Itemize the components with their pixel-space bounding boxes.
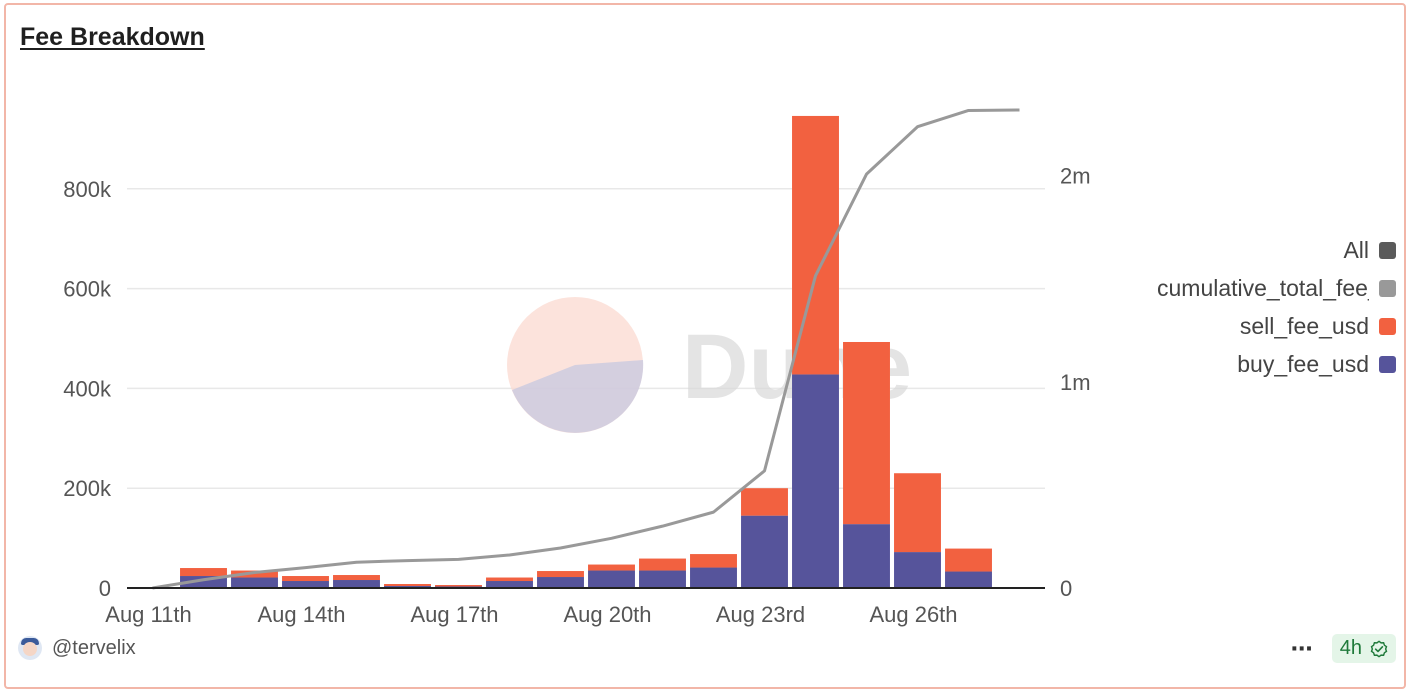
bar-buy-aug-18th[interactable] bbox=[486, 581, 533, 588]
bar-sell-aug-27th[interactable] bbox=[945, 548, 992, 572]
x-tick-aug-11th: Aug 11th bbox=[105, 602, 191, 627]
bar-buy-aug-13th[interactable] bbox=[231, 577, 278, 588]
bar-sell-aug-19th[interactable] bbox=[537, 571, 584, 578]
refresh-age: 4h bbox=[1339, 637, 1362, 659]
y-left-tick-400k: 400k bbox=[63, 376, 112, 401]
bar-buy-aug-14th[interactable] bbox=[282, 581, 329, 588]
x-tick-aug-14th: Aug 14th bbox=[257, 602, 345, 627]
bar-buy-aug-21st[interactable] bbox=[639, 570, 686, 588]
legend-label: buy_fee_usd bbox=[1237, 350, 1369, 377]
bar-buy-aug-19th[interactable] bbox=[537, 577, 584, 588]
bar-sell-aug-12th[interactable] bbox=[180, 568, 227, 577]
bar-sell-aug-23rd[interactable] bbox=[741, 488, 788, 516]
bar-sell-aug-14th[interactable] bbox=[282, 576, 329, 582]
axes-layer: 0 200k 400k 600k 800k 0 1m 2m Aug 11th Aug 14th Au… bbox=[63, 164, 1090, 627]
legend-item-sell-fee-usd[interactable]: sell_fee_usd bbox=[1157, 307, 1396, 345]
legend-swatch bbox=[1379, 355, 1396, 373]
legend-swatch bbox=[1379, 241, 1396, 259]
legend-item-buy-fee-usd[interactable]: buy_fee_usd bbox=[1157, 345, 1396, 383]
legend-swatch bbox=[1379, 317, 1396, 335]
author-info[interactable]: @tervelix bbox=[18, 636, 136, 660]
bar-buy-aug-24th[interactable] bbox=[792, 374, 839, 588]
bar-sell-aug-16th[interactable] bbox=[384, 584, 431, 587]
x-tick-aug-26th: Aug 26th bbox=[869, 602, 957, 627]
y-left-tick-200k: 200k bbox=[63, 476, 112, 501]
check-badge-icon bbox=[1370, 639, 1388, 658]
bars-layer bbox=[180, 115, 1043, 588]
bar-sell-aug-15th[interactable] bbox=[333, 575, 380, 581]
legend-item-cumulative-total-fee-usd[interactable]: cumulative_total_fee_usd bbox=[1157, 269, 1396, 307]
bar-sell-aug-18th[interactable] bbox=[486, 577, 533, 582]
more-options-icon[interactable]: ⋯ bbox=[1290, 635, 1314, 661]
legend-label: All bbox=[1343, 236, 1369, 263]
bar-buy-aug-20th[interactable] bbox=[588, 570, 635, 588]
avatar[interactable] bbox=[18, 636, 42, 660]
refresh-badge[interactable]: 4h bbox=[1331, 634, 1396, 663]
line-cumulative-total-fee-usd bbox=[152, 108, 1020, 590]
bar-sell-aug-20th[interactable] bbox=[588, 564, 635, 571]
bar-buy-aug-26th[interactable] bbox=[894, 552, 941, 588]
y-right-tick-1m: 1m bbox=[1060, 370, 1091, 395]
bar-buy-aug-27th[interactable] bbox=[945, 571, 992, 588]
bar-buy-aug-22nd[interactable] bbox=[690, 567, 737, 588]
legend: All cumulative_total_fee_usd sell_fee_usdb… bbox=[1157, 231, 1396, 383]
bar-buy-aug-15th[interactable] bbox=[333, 580, 380, 588]
legend-label: cumulative_total_fee_usd bbox=[1157, 274, 1369, 301]
legend-label: sell_fee_usd bbox=[1239, 312, 1369, 339]
bar-sell-aug-22nd[interactable] bbox=[690, 554, 737, 568]
bar-sell-aug-17th[interactable] bbox=[435, 585, 482, 587]
legend-item-all[interactable]: All bbox=[1157, 231, 1396, 269]
y-left-tick-0: 0 bbox=[99, 576, 111, 601]
x-tick-aug-17th: Aug 17th bbox=[410, 602, 498, 627]
legend-swatch bbox=[1379, 279, 1396, 297]
y-right-tick-0: 0 bbox=[1060, 576, 1072, 601]
y-right-tick-2m: 2m bbox=[1060, 164, 1091, 189]
bar-buy-aug-12th[interactable] bbox=[180, 576, 227, 588]
bar-sell-aug-25th[interactable] bbox=[843, 341, 890, 525]
x-tick-aug-20th: Aug 20th bbox=[563, 602, 651, 627]
bar-buy-aug-23rd[interactable] bbox=[741, 515, 788, 588]
author-name[interactable]: @tervelix bbox=[52, 636, 136, 659]
y-left-tick-800k: 800k bbox=[63, 177, 112, 202]
x-tick-aug-23rd: Aug 23rd bbox=[716, 602, 805, 627]
bar-sell-aug-26th[interactable] bbox=[894, 473, 941, 553]
bar-buy-aug-25th[interactable] bbox=[843, 524, 890, 588]
y-left-tick-600k: 600k bbox=[63, 277, 112, 302]
chart-title[interactable]: Fee Breakdown bbox=[20, 23, 205, 51]
bar-sell-aug-21st[interactable] bbox=[639, 558, 686, 571]
footer-actions: ⋯ 4h bbox=[1291, 634, 1396, 663]
